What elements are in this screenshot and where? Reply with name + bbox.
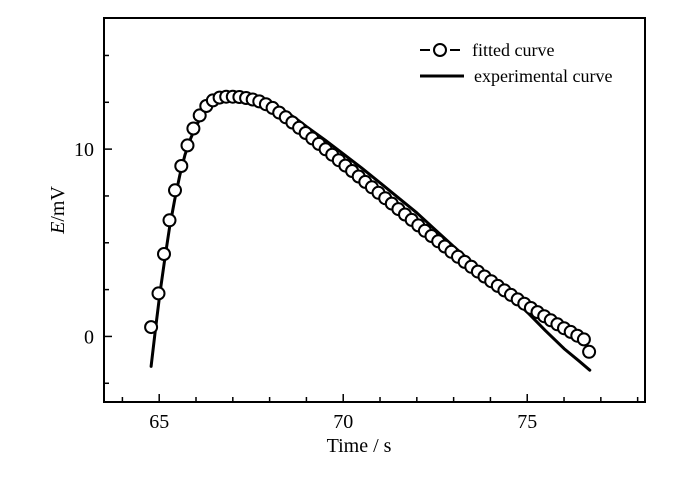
data-point-fitted: [168, 183, 182, 198]
x-tick-label: 75: [517, 411, 537, 433]
legend-label-fitted: fitted curve: [472, 40, 554, 60]
data-point-fitted: [576, 332, 591, 347]
y-axis-label-symbol: E: [47, 222, 69, 235]
data-point-fitted: [151, 286, 166, 301]
data-point-fitted: [192, 108, 207, 123]
data-point-fitted: [157, 247, 171, 261]
y-tick-label: 10: [74, 139, 94, 161]
x-tick-label: 65: [149, 411, 169, 433]
y-axis-label: E/mV: [47, 186, 69, 235]
data-point-fitted: [582, 344, 597, 359]
series-line-experimental: [149, 95, 592, 372]
data-point-fitted: [162, 213, 177, 228]
data-point-fitted: [174, 159, 189, 173]
x-axis-label: Time / s: [327, 435, 392, 457]
legend-marker-fitted: [433, 43, 447, 57]
legend-item-fitted: fitted curve: [420, 40, 554, 60]
y-tick-label: 0: [84, 326, 94, 348]
legend-item-experimental: experimental curve: [420, 66, 612, 86]
series-layer: [144, 89, 597, 372]
data-point-fitted: [144, 320, 159, 335]
plot-frame: [103, 17, 646, 403]
y-axis-label-unit: /mV: [47, 186, 69, 222]
data-point-fitted: [186, 121, 201, 136]
legend-label-experimental: experimental curve: [474, 66, 612, 86]
legend: fitted curve experimental curve: [420, 40, 612, 86]
y-axis-ticks: 0 10: [74, 54, 112, 385]
data-point-fitted: [180, 138, 195, 153]
x-tick-label: 70: [333, 411, 353, 433]
x-axis-ticks: 65 70 75: [121, 394, 639, 433]
